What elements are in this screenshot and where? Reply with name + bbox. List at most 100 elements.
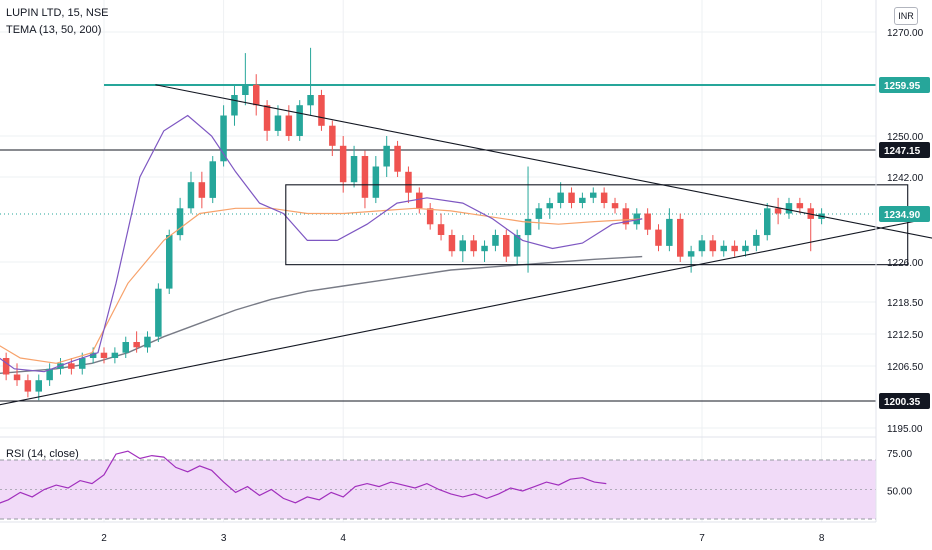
candle-body (307, 95, 314, 106)
candle-body (622, 208, 630, 225)
tema-legend[interactable]: TEMA (13, 50, 200) (6, 24, 102, 36)
candle-body (470, 240, 477, 252)
trendline (155, 84, 932, 239)
candle-body (513, 235, 521, 257)
price-tags: 1259.95 1247.15 1200.35 1234.90 (879, 77, 930, 409)
candle-body (155, 288, 162, 337)
currency-badge[interactable]: INR (894, 7, 918, 25)
candle-body (111, 352, 119, 358)
candle-body (677, 218, 684, 257)
candle-body (133, 342, 140, 348)
candle-body (709, 240, 717, 252)
tema-lines (0, 114, 643, 373)
candle-body (774, 208, 782, 214)
candle-body (176, 208, 184, 236)
candle-body (590, 192, 597, 198)
candle-body (2, 358, 10, 375)
time-tick-label: 3 (221, 533, 227, 544)
candle-body (405, 171, 412, 193)
candle-body (13, 374, 21, 381)
candle-body (535, 208, 543, 219)
candle-body (24, 380, 32, 392)
candle-body (557, 192, 564, 203)
current-price-tag: 1234.90 (884, 210, 921, 221)
candle-body (198, 182, 206, 198)
candle-body (372, 166, 380, 198)
candle-body (546, 203, 553, 209)
candle-body (753, 235, 760, 246)
candle-body (416, 192, 423, 209)
tema-13-line (0, 114, 643, 373)
black-level-tag: 1247.15 (884, 146, 921, 157)
time-tick-label: 8 (819, 533, 825, 544)
price-tick-label: 1206.50 (887, 362, 924, 373)
consolidation-box (285, 184, 909, 266)
candle-body (329, 125, 336, 146)
price-tick-label: 1195.00 (887, 424, 923, 435)
rsi-legend[interactable]: RSI (14, close) (6, 448, 79, 460)
candle-body (318, 95, 325, 126)
candle-body (68, 363, 75, 369)
price-tick-label: 1218.50 (887, 298, 924, 309)
time-tick-label: 7 (699, 533, 705, 544)
drawings-layer[interactable] (0, 84, 932, 408)
candle-body (46, 368, 53, 381)
time-tick-label: 4 (340, 533, 346, 544)
trendline (0, 218, 927, 406)
candle-body (600, 192, 608, 203)
candle-body (698, 240, 706, 252)
black-level-tag: 1200.35 (884, 397, 921, 408)
candle-body (524, 218, 532, 236)
candle-body (785, 203, 793, 214)
candle-body (35, 380, 42, 392)
candle-body (611, 203, 619, 209)
candle-body (655, 229, 662, 246)
candle-body (79, 358, 86, 369)
teal-level-tag-bg (879, 77, 930, 93)
candle-body (568, 192, 575, 203)
grid-lines (0, 0, 876, 522)
price-tick-label: 1212.50 (887, 330, 924, 341)
candle-body (426, 208, 434, 225)
candle-body (448, 235, 456, 252)
rsi-line (0, 450, 607, 504)
tema-50-line (0, 207, 643, 364)
candle-body (253, 84, 260, 106)
rsi-tick-label: 75.00 (887, 449, 912, 460)
candle-body (350, 156, 358, 183)
price-tick-label: 1250.00 (887, 132, 924, 143)
candle-body (764, 208, 771, 236)
horizontal-levels (0, 84, 876, 402)
price-tick-label: 1270.00 (887, 28, 924, 39)
time-tick-label: 2 (101, 533, 107, 544)
candle-body (100, 352, 108, 358)
rsi-tick-label: 50.00 (887, 487, 912, 498)
candle-body (720, 245, 727, 252)
candle-body (263, 105, 271, 131)
candle-body (492, 235, 499, 246)
candle-body (361, 156, 369, 198)
candle-body (394, 145, 401, 172)
candle-body (437, 224, 445, 235)
candle-body (687, 251, 695, 257)
candlestick-series (2, 47, 825, 401)
candle-body (285, 115, 293, 136)
candle-body (503, 235, 510, 257)
candle-body (742, 245, 749, 252)
teal-level-tag: 1259.95 (884, 81, 921, 92)
candle-body (666, 218, 673, 246)
candle-body (796, 203, 804, 209)
candle-body (383, 145, 390, 167)
candle-body (231, 95, 238, 116)
symbol-title[interactable]: LUPIN LTD, 15, NSE (6, 7, 109, 19)
candle-body (209, 161, 216, 198)
candle-body (242, 84, 249, 95)
candle-body (339, 145, 347, 183)
candle-body (731, 245, 738, 252)
price-tick-label: 1226.00 (887, 258, 924, 269)
candle-body (579, 197, 586, 203)
candle-body (481, 245, 488, 252)
rsi-pane (0, 450, 876, 520)
